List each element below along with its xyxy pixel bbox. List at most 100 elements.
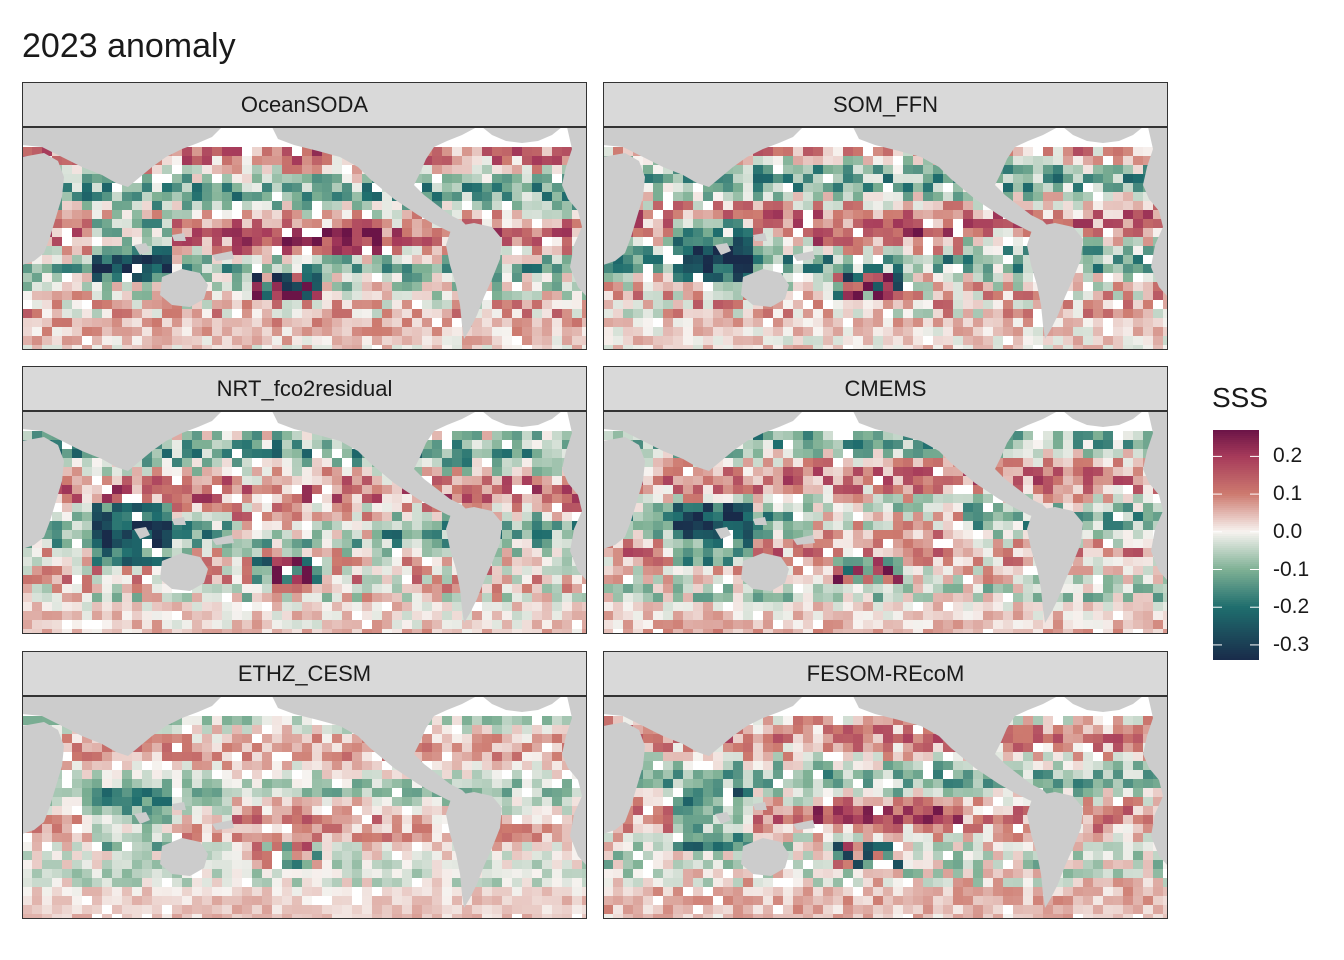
- grid-cell: [352, 183, 362, 192]
- grid-cell: [212, 345, 222, 350]
- grid-cell: [983, 309, 993, 318]
- grid-cell: [122, 255, 132, 264]
- grid-cell: [803, 593, 813, 602]
- grid-cell: [643, 165, 653, 174]
- grid-cell: [532, 273, 542, 282]
- grid-cell: [342, 575, 352, 584]
- grid-cell: [332, 174, 342, 183]
- grid-cell: [532, 165, 542, 174]
- grid-cell: [322, 629, 332, 634]
- grid-cell: [1033, 593, 1043, 602]
- grid-cell: [222, 449, 232, 458]
- grid-cell: [382, 255, 392, 264]
- grid-cell: [322, 264, 332, 273]
- grid-cell: [923, 602, 933, 611]
- grid-cell: [552, 458, 562, 467]
- grid-cell: [1083, 494, 1093, 503]
- grid-cell: [683, 282, 693, 291]
- grid-cell: [743, 620, 753, 629]
- grid-cell: [462, 165, 472, 174]
- grid-cell: [783, 512, 793, 521]
- grid-cell: [492, 440, 502, 449]
- grid-cell: [833, 476, 843, 485]
- grid-cell: [713, 219, 723, 228]
- grid-cell: [663, 345, 673, 350]
- grid-cell: [863, 192, 873, 201]
- grid-cell: [192, 449, 202, 458]
- grid-cell: [793, 440, 803, 449]
- grid-cell: [1073, 183, 1083, 192]
- grid-cell: [903, 228, 913, 237]
- grid-cell: [823, 345, 833, 350]
- grid-cell: [222, 530, 232, 539]
- grid-cell: [462, 192, 472, 201]
- grid-cell: [512, 183, 522, 192]
- grid-cell: [322, 345, 332, 350]
- grid-cell: [653, 593, 663, 602]
- grid-cell: [1143, 291, 1153, 300]
- grid-cell: [282, 548, 292, 557]
- grid-cell: [1013, 476, 1023, 485]
- grid-cell: [182, 503, 192, 512]
- grid-cell: [733, 255, 743, 264]
- land-shape: [272, 127, 477, 235]
- grid-cell: [22, 327, 32, 336]
- grid-cell: [512, 620, 522, 629]
- grid-cell: [292, 291, 302, 300]
- grid-cell: [92, 494, 102, 503]
- grid-cell: [853, 300, 863, 309]
- grid-cell: [843, 264, 853, 273]
- grid-cell: [232, 147, 242, 156]
- grid-cell: [542, 300, 552, 309]
- grid-cell: [292, 345, 302, 350]
- grid-cell: [733, 165, 743, 174]
- grid-cell: [522, 165, 532, 174]
- grid-cell: [422, 620, 432, 629]
- land-shape: [212, 535, 234, 545]
- grid-cell: [542, 629, 552, 634]
- grid-cell: [52, 602, 62, 611]
- grid-cell: [502, 309, 512, 318]
- grid-cell: [392, 566, 402, 575]
- grid-cell: [202, 300, 212, 309]
- grid-cell: [913, 503, 923, 512]
- grid-cell: [532, 458, 542, 467]
- grid-cell: [392, 201, 402, 210]
- grid-cell: [442, 300, 452, 309]
- grid-cell: [302, 183, 312, 192]
- grid-cell: [572, 219, 582, 228]
- grid-cell: [1083, 485, 1093, 494]
- grid-cell: [773, 458, 783, 467]
- grid-cell: [52, 345, 62, 350]
- grid-cell: [122, 485, 132, 494]
- grid-cell: [122, 503, 132, 512]
- grid-cell: [362, 174, 372, 183]
- grid-cell: [122, 575, 132, 584]
- grid-cell: [973, 300, 983, 309]
- grid-cell: [1123, 584, 1133, 593]
- grid-cell: [1013, 336, 1023, 345]
- grid-cell: [132, 336, 142, 345]
- grid-cell: [342, 530, 352, 539]
- grid-cell: [72, 620, 82, 629]
- grid-cell: [352, 210, 362, 219]
- grid-cell: [823, 318, 833, 327]
- grid-cell: [382, 228, 392, 237]
- grid-cell: [663, 183, 673, 192]
- grid-cell: [673, 264, 683, 273]
- grid-cell: [552, 246, 562, 255]
- grid-cell: [1163, 602, 1168, 611]
- grid-cell: [683, 620, 693, 629]
- grid-cell: [182, 476, 192, 485]
- grid-cell: [713, 485, 723, 494]
- grid-cell: [1133, 503, 1143, 512]
- grid-cell: [1063, 431, 1073, 440]
- grid-cell: [713, 246, 723, 255]
- grid-cell: [1103, 345, 1113, 350]
- grid-cell: [272, 237, 282, 246]
- grid-cell: [1123, 219, 1133, 228]
- grid-cell: [162, 345, 172, 350]
- grid-cell: [182, 629, 192, 634]
- grid-cell: [963, 336, 973, 345]
- grid-cell: [1143, 327, 1153, 336]
